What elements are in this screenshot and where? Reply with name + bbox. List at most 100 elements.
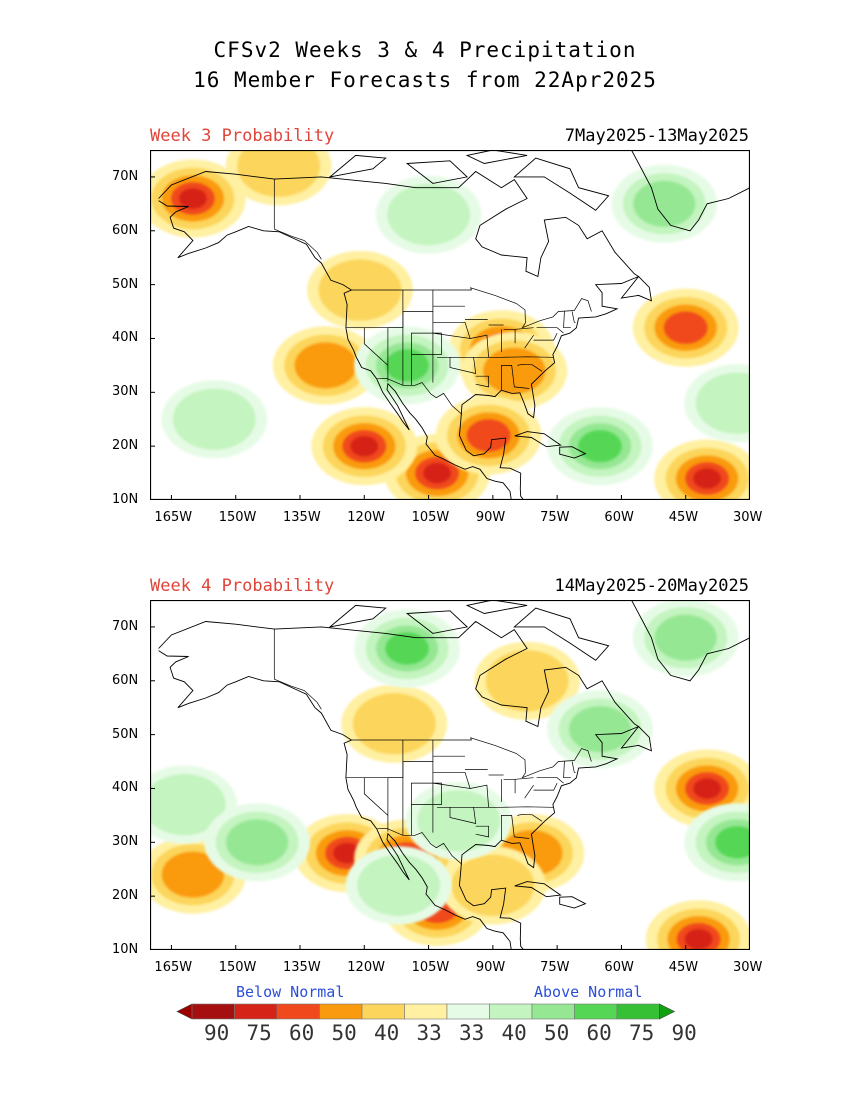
lon-label-30w: 30W — [733, 510, 763, 525]
lat-label-50n: 50N — [112, 726, 139, 742]
lon-label-60w: 60W — [604, 960, 634, 975]
legend-swatch — [361, 1003, 405, 1020]
lon-label-135w: 135W — [283, 960, 321, 975]
legend-swatch — [234, 1003, 278, 1020]
map-frame — [150, 150, 750, 500]
anomaly-atlantic-tropics-below — [654, 439, 750, 500]
lon-label-45w: 45W — [668, 960, 699, 975]
week4-probability-map — [150, 600, 750, 950]
political-borders — [273, 179, 592, 415]
legend-below-arrow — [176, 1003, 193, 1020]
anomaly-alaska-west-below — [150, 159, 246, 238]
lat-label-40n: 40N — [112, 780, 139, 796]
legend-value-label: 40 — [501, 1021, 527, 1045]
anomaly-hudson-bay-below — [474, 641, 580, 720]
week3-probability-map — [150, 150, 750, 500]
anomaly-pacific-nw-below — [341, 684, 448, 763]
week4-probability-label: Week 4 Probability — [150, 576, 335, 596]
lon-label-165w: 165W — [154, 960, 193, 975]
lon-label-75w: 75W — [540, 960, 570, 975]
lon-label-120w: 120W — [347, 510, 385, 525]
anomaly-sw-us-above — [354, 326, 460, 405]
lon-label-150w: 150W — [218, 960, 257, 975]
lat-label-30n: 30N — [112, 384, 139, 400]
legend-value-label: 60 — [289, 1021, 315, 1045]
lon-label-90w: 90W — [475, 510, 506, 525]
lat-label-40n: 40N — [112, 330, 139, 346]
lat-label-60n: 60N — [112, 222, 139, 238]
legend-value-label: 50 — [544, 1021, 570, 1045]
legend-swatch — [319, 1003, 363, 1020]
legend-above-normal-label: Above Normal — [534, 983, 643, 1001]
week4-date-range: 14May2025-20May2025 — [554, 576, 749, 596]
lat-label-70n: 70N — [112, 618, 139, 634]
legend-above-arrow — [659, 1003, 676, 1020]
legend-swatch — [446, 1003, 490, 1020]
chart-title-line-2: 16 Member Forecasts from 22Apr2025 — [193, 68, 657, 92]
legend-value-label: 90 — [671, 1021, 697, 1045]
anomaly-canada-arctic-above — [354, 609, 460, 688]
legend-value-label: 33 — [459, 1021, 485, 1045]
lat-label-50n: 50N — [112, 276, 139, 292]
anomaly-alaska-north-below — [225, 150, 332, 206]
anomaly-labrador-above — [547, 690, 653, 769]
lat-label-10n: 10N — [112, 492, 139, 507]
week3-probability-label: Week 3 Probability — [150, 126, 335, 146]
legend-value-label: 50 — [331, 1021, 357, 1045]
anomaly-canada-above — [375, 175, 482, 254]
anomaly-gulf-mexico-below — [435, 396, 542, 475]
lon-label-105w: 105W — [411, 960, 450, 975]
lon-label-45w: 45W — [668, 510, 699, 525]
legend-value-label: 40 — [374, 1021, 400, 1045]
chart-title-line-1: CFSv2 Weeks 3 & 4 Precipitation — [213, 38, 637, 62]
lon-label-60w: 60W — [604, 510, 634, 525]
anomaly-atlantic-30n-above — [684, 803, 750, 882]
anomaly-pacific-30n-above — [204, 803, 310, 882]
anomaly-pacific-20n-below — [311, 407, 418, 486]
lat-label-10n: 10N — [112, 942, 139, 957]
political-borders — [273, 629, 592, 865]
lon-label-150w: 150W — [218, 510, 257, 525]
anomaly-atlantic-30n-above — [684, 364, 750, 443]
coastlines — [158, 150, 750, 500]
week3-date-range: 7May2025-13May2025 — [564, 126, 749, 146]
anomaly-atlantic-40n-below — [632, 288, 739, 367]
lon-label-105w: 105W — [411, 510, 450, 525]
legend-below-normal-label: Below Normal — [236, 983, 345, 1001]
anomaly-pacific-35n-below — [272, 326, 379, 405]
anomaly-mexico-west-above — [345, 846, 452, 925]
coastlines — [158, 600, 750, 950]
lat-label-30n: 30N — [112, 834, 139, 850]
lat-label-60n: 60N — [112, 672, 139, 688]
legend-swatch — [404, 1003, 448, 1020]
lon-label-90w: 90W — [475, 960, 506, 975]
anomaly-greenland-above — [611, 164, 718, 243]
lat-label-20n: 20N — [112, 888, 139, 904]
lon-label-75w: 75W — [540, 510, 570, 525]
legend-swatch — [616, 1003, 660, 1020]
anomaly-atlantic-tropics-below — [645, 900, 750, 950]
anomaly-yucatan-below — [440, 846, 546, 925]
anomaly-greenland-above — [632, 600, 739, 677]
anomaly-mexico-pacific-below — [384, 434, 490, 500]
lon-label-120w: 120W — [347, 960, 385, 975]
map-frame — [150, 600, 750, 950]
lon-label-135w: 135W — [283, 510, 321, 525]
legend-swatch — [191, 1003, 235, 1020]
lon-label-30w: 30W — [733, 960, 763, 975]
legend-value-label: 33 — [416, 1021, 442, 1045]
legend-swatch — [531, 1003, 575, 1020]
legend-value-label: 75 — [629, 1021, 655, 1045]
lat-label-70n: 70N — [112, 168, 139, 184]
lat-label-20n: 20N — [112, 438, 139, 454]
legend-value-label: 60 — [586, 1021, 612, 1045]
anomaly-caribbean-above — [547, 407, 653, 486]
legend-swatch — [276, 1003, 320, 1020]
anomaly-pacific-above — [161, 380, 268, 459]
legend-value-label: 75 — [246, 1021, 272, 1045]
legend-swatch — [574, 1003, 618, 1020]
legend-swatch — [489, 1003, 533, 1020]
anomaly-texas-above — [405, 781, 512, 860]
legend-value-label: 90 — [204, 1021, 230, 1045]
lon-label-165w: 165W — [154, 510, 193, 525]
